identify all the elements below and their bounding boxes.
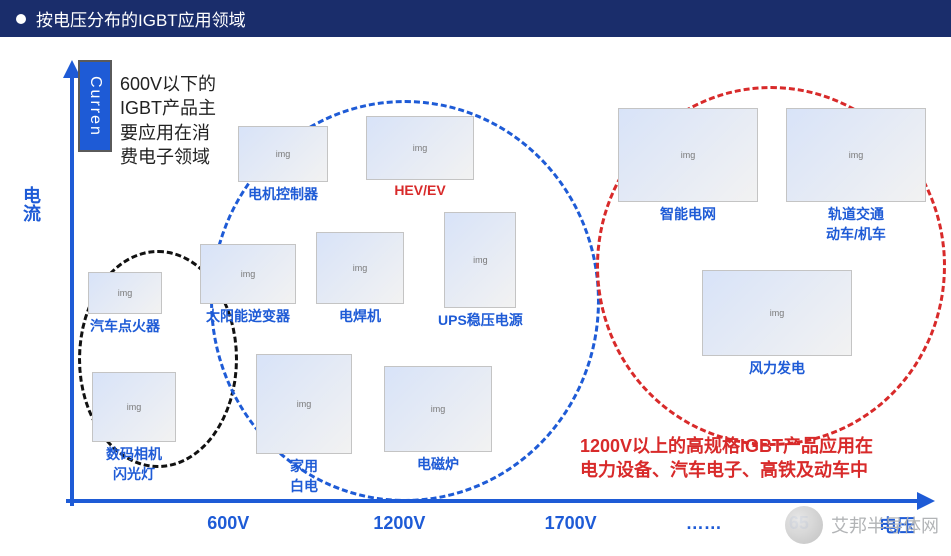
item-ignition-image-icon: img (88, 272, 162, 314)
item-flash: img数码相机 闪光灯 (92, 372, 176, 484)
header-bar: 按电压分布的IGBT应用领域 (0, 0, 951, 37)
item-flash-image-icon: img (92, 372, 176, 442)
y-axis-box-label: Curren (78, 60, 112, 152)
item-appliance: img家用 白电 (256, 354, 352, 496)
item-grid: img智能电网 (618, 108, 758, 224)
item-induction: img电磁炉 (384, 366, 492, 474)
item-motor: img电机控制器 (238, 126, 328, 204)
item-appliance-image-icon: img (256, 354, 352, 454)
item-ups: imgUPS稳压电源 (438, 212, 523, 330)
x-tick-3: …… (686, 513, 722, 534)
item-grid-label: 智能电网 (660, 204, 716, 224)
item-grid-image-icon: img (618, 108, 758, 202)
item-ups-image-icon: img (444, 212, 516, 308)
x-axis (66, 496, 937, 506)
item-wind-image-icon: img (702, 270, 852, 356)
header-bullet-icon (16, 14, 26, 24)
item-welder: img电焊机 (316, 232, 404, 326)
header-title: 按电压分布的IGBT应用领域 (36, 6, 246, 31)
item-wind: img风力发电 (702, 270, 852, 378)
item-ignition: img汽车点火器 (88, 272, 162, 336)
item-hev-image-icon: img (366, 116, 474, 180)
item-appliance-label: 家用 白电 (290, 456, 318, 496)
item-rail: img轨道交通 动车/机车 (786, 108, 926, 244)
watermark-logo-icon (785, 506, 823, 544)
x-tick-1: 1200V (373, 513, 425, 534)
watermark-text: 艾邦半导体网 (831, 512, 939, 538)
y-axis-label: 电流 (18, 186, 44, 222)
item-solar: img太阳能逆变器 (200, 244, 296, 326)
note-low-voltage: 600V以下的 IGBT产品主 要应用在消 费电子领域 (120, 72, 216, 169)
y-axis-line (70, 76, 74, 506)
item-flash-label: 数码相机 闪光灯 (106, 444, 162, 484)
item-rail-image-icon: img (786, 108, 926, 202)
x-tick-2: 1700V (545, 513, 597, 534)
note-high-voltage: 1200V以上的高规格IGBT产品应用在 电力设备、汽车电子、高铁及动车中 (580, 434, 873, 483)
x-axis-line (66, 499, 919, 503)
item-solar-label: 太阳能逆变器 (206, 306, 290, 326)
x-tick-0: 600V (207, 513, 249, 534)
item-rail-label: 轨道交通 动车/机车 (826, 204, 886, 244)
chart-area: Curren 电流 电压 600V1200V1700V……65 img汽车点火器… (0, 54, 951, 546)
item-wind-label: 风力发电 (749, 358, 805, 378)
item-ups-label: UPS稳压电源 (438, 310, 523, 330)
item-induction-image-icon: img (384, 366, 492, 452)
item-induction-label: 电磁炉 (417, 454, 459, 474)
item-solar-image-icon: img (200, 244, 296, 304)
item-welder-label: 电焊机 (339, 306, 381, 326)
watermark: 艾邦半导体网 (785, 506, 939, 544)
item-ignition-label: 汽车点火器 (90, 316, 160, 336)
item-motor-label: 电机控制器 (248, 184, 318, 204)
item-motor-image-icon: img (238, 126, 328, 182)
y-axis (66, 58, 76, 506)
item-hev-label: HEV/EV (394, 182, 445, 198)
item-hev: img HEV/EV (366, 116, 474, 198)
item-welder-image-icon: img (316, 232, 404, 304)
